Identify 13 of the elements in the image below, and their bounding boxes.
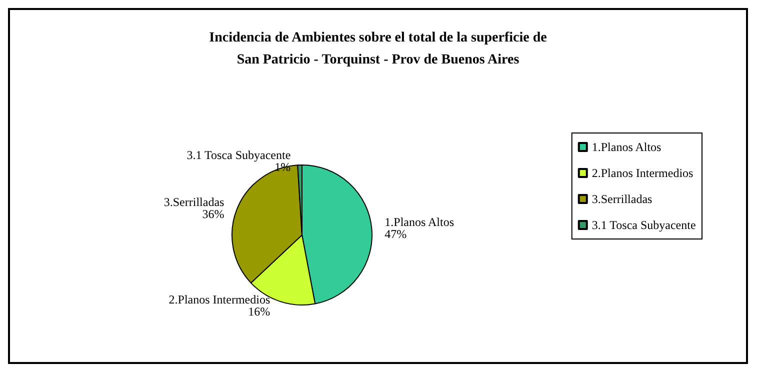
slice-label: 3.Serrilladas bbox=[164, 194, 225, 209]
data-label: 36% bbox=[202, 206, 224, 221]
legend-label: 3.Serrilladas bbox=[592, 192, 653, 206]
slice-label: 3.1 Tosca Subyacente bbox=[186, 148, 291, 162]
slice-label: 1.Planos Altos bbox=[384, 215, 454, 230]
chart-title: Incidencia de Ambientes sobre el total de la superficie de San Patricio - Torquinst - Prov de Buenos Aires bbox=[209, 30, 547, 68]
data-label: 16% bbox=[248, 304, 270, 318]
data-label: 1% bbox=[274, 160, 291, 174]
legend-label: 1.Planos Altos bbox=[592, 140, 662, 154]
legend-label: 3.1 Tosca Subyacente bbox=[592, 218, 696, 232]
data-label: 47% bbox=[384, 227, 407, 242]
legend-label: 2.Planos Intermedios bbox=[592, 166, 694, 180]
slice-label: 2.Planos Intermedios bbox=[168, 292, 270, 306]
